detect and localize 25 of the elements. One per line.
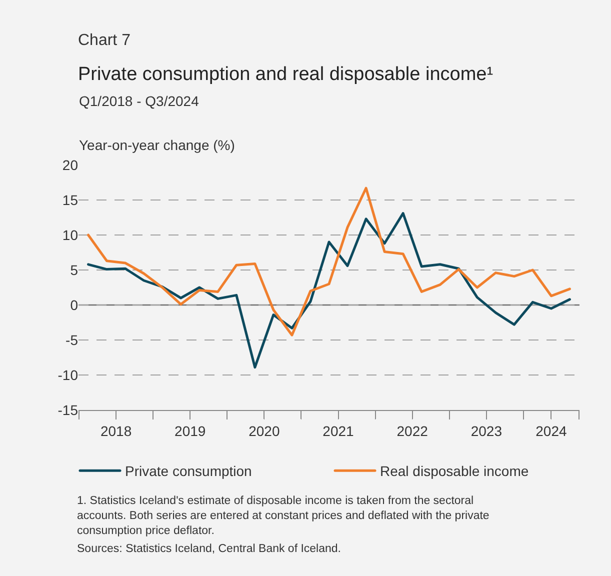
y-tick-label: -10 <box>58 366 78 383</box>
y-tick-label: 0 <box>70 296 78 313</box>
y-tick-label: 10 <box>62 226 78 243</box>
line-series <box>87 186 571 336</box>
text: 1. Statistics Iceland's estimate of disposable income is taken from the sectoral accounts. Both series are entered at constant prices and deflated with the private consumption price deflator. <box>77 495 490 537</box>
legend-label: Real disposable income <box>380 463 529 480</box>
x-tick-label: 2020 <box>248 422 280 439</box>
x-tick-label: 2022 <box>396 422 428 439</box>
source-note: Sources: Statistics Iceland, Central Bank of Iceland. <box>77 543 341 555</box>
y-tick-label: -5 <box>66 332 78 348</box>
line-series <box>87 212 571 369</box>
y-tick-label: -15 <box>58 402 78 418</box>
chart-subtitle: Q1/2018 - Q3/2024 <box>79 93 200 109</box>
x-tick-label: 2018 <box>100 422 132 439</box>
legend-label: Private consumption <box>125 463 252 480</box>
y-tick-label: 20 <box>62 156 78 173</box>
y-tick-label: 5 <box>70 262 78 278</box>
chart-title: Private consumption and real disposable income¹ <box>78 64 494 85</box>
y-axis-title: Year-on-year change (%) <box>79 137 235 153</box>
y-tick-label: 15 <box>62 192 78 208</box>
x-tick-label: 2023 <box>470 422 502 439</box>
x-tick-label: 2019 <box>174 422 206 439</box>
caption: Chart 7 <box>78 32 131 49</box>
x-tick-label: 2021 <box>322 422 354 439</box>
x-tick-label: 2024 <box>536 422 567 439</box>
